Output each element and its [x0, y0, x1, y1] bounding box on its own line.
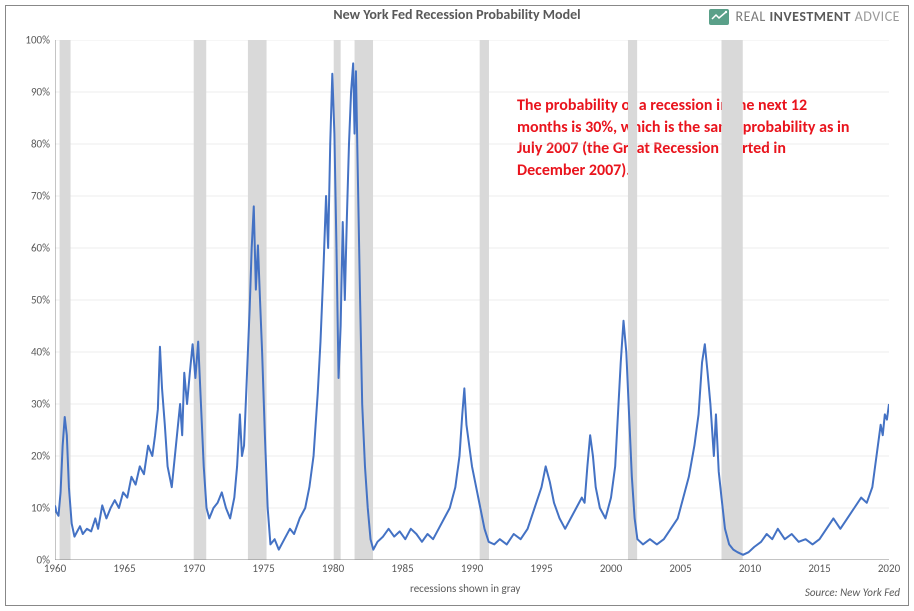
chart-source: Source: New York Fed: [805, 586, 900, 599]
logo-text-3: ADVICE: [855, 8, 900, 25]
y-tick: 10%: [10, 502, 50, 515]
logo-text-2: INVESTMENT: [769, 8, 851, 25]
x-tick: 1985: [391, 562, 413, 575]
x-tick: 1965: [113, 562, 135, 575]
x-tick: 1990: [461, 562, 483, 575]
brand-logo: REAL INVESTMENT ADVICE: [709, 8, 900, 25]
x-tick: 2020: [878, 562, 900, 575]
x-tick: 1970: [183, 562, 205, 575]
logo-icon: [709, 9, 729, 25]
line-chart: [55, 40, 889, 560]
logo-text-1: REAL: [735, 8, 765, 25]
x-tick: 2015: [808, 562, 830, 575]
x-tick: 1975: [252, 562, 274, 575]
chart-caption: recessions shown in gray: [410, 582, 520, 595]
y-tick: 40%: [10, 346, 50, 359]
x-tick: 2000: [600, 562, 622, 575]
y-tick: 100%: [10, 34, 50, 47]
x-tick: 2005: [669, 562, 691, 575]
x-tick: 2010: [739, 562, 761, 575]
y-tick: 20%: [10, 450, 50, 463]
x-tick: 1980: [322, 562, 344, 575]
y-tick: 80%: [10, 138, 50, 151]
y-tick: 70%: [10, 190, 50, 203]
y-tick: 30%: [10, 398, 50, 411]
y-tick: 50%: [10, 294, 50, 307]
y-tick: 60%: [10, 242, 50, 255]
x-tick: 1995: [530, 562, 552, 575]
y-tick: 90%: [10, 86, 50, 99]
x-tick: 1960: [44, 562, 66, 575]
